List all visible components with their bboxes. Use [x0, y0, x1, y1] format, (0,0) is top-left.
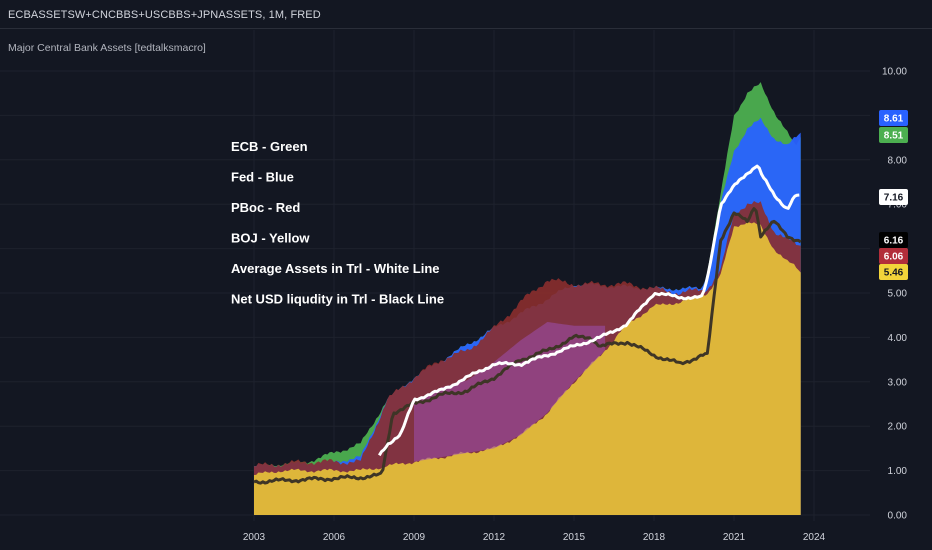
line-net-liquidity — [253, 207, 802, 485]
header-divider — [0, 28, 932, 29]
last-value-badge — [879, 127, 908, 143]
last-value-badge — [879, 110, 908, 126]
last-value-label: 8.61 — [884, 114, 904, 125]
chart-annotations: ECB - Green Fed - Blue PBoc - Red BOJ - Yel… — [231, 139, 444, 307]
x-tick-label: 2003 — [243, 532, 266, 543]
y-tick-label: 8.00 — [888, 155, 908, 166]
last-value-label: 6.06 — [884, 252, 904, 263]
series-lines — [253, 164, 802, 485]
x-tick-label: 2006 — [323, 532, 346, 543]
y-tick-label: 7.00 — [888, 200, 908, 211]
annotation-3: PBoc - Red — [231, 200, 300, 215]
x-tick-label: 2009 — [403, 532, 426, 543]
last-value-label: 7.16 — [884, 193, 904, 204]
y-tick-label: 5.00 — [888, 289, 908, 300]
annotation-6: Net USD liqudity in Trl - Black Line — [231, 292, 444, 307]
x-tick-label: 2015 — [563, 532, 586, 543]
annotation-1: ECB - Green — [231, 139, 308, 154]
last-value-label: 6.16 — [884, 236, 904, 247]
last-value-badge — [879, 189, 908, 205]
last-value-label: 5.46 — [884, 268, 904, 279]
last-value-badge — [879, 264, 908, 280]
y-tick-label: 2.00 — [888, 422, 908, 433]
line-average-assets — [378, 164, 800, 457]
annotation-4: BOJ - Yellow — [231, 231, 310, 246]
x-tick-label: 2021 — [723, 532, 746, 543]
y-tick-label: 4.00 — [888, 333, 908, 344]
last-value-label: 8.51 — [884, 131, 904, 142]
y-tick-label: 10.00 — [882, 67, 907, 78]
annotation-2: Fed - Blue — [231, 170, 294, 185]
x-tick-label: 2012 — [483, 532, 506, 543]
y-tick-label: 1.00 — [888, 466, 908, 477]
x-tick-label: 2024 — [803, 532, 826, 543]
last-value-badge — [879, 248, 908, 264]
last-value-badge — [879, 232, 908, 248]
y-tick-label: 0.00 — [888, 511, 908, 522]
x-tick-label: 2018 — [643, 532, 666, 543]
y-tick-label: 3.00 — [888, 377, 908, 388]
symbol-title: ECBASSETSW+CNCBBS+USCBBS+JPNASSETS, 1M, … — [8, 9, 321, 21]
annotation-5: Average Assets in Trl - White Line — [231, 261, 440, 276]
indicator-title[interactable]: Major Central Bank Assets [tedtalksmacro… — [8, 42, 206, 54]
last-value-badges: 8.61 8.51 7.16 6.16 6.06 5.46 — [879, 110, 908, 280]
area-boj — [254, 221, 801, 515]
x-axis[interactable]: 2003 2006 2009 2012 2015 2018 2021 2024 — [243, 532, 826, 543]
area-overlap — [414, 322, 606, 462]
